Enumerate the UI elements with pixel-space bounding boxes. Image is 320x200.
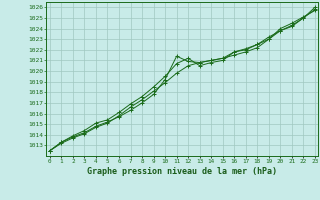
X-axis label: Graphe pression niveau de la mer (hPa): Graphe pression niveau de la mer (hPa)	[87, 167, 277, 176]
